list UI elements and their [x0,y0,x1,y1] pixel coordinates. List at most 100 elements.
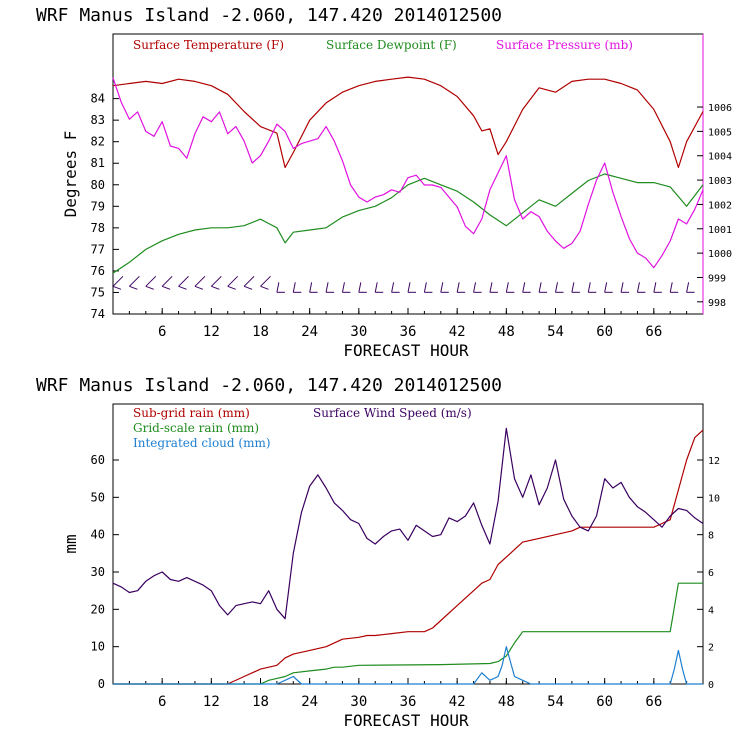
y-tick-label: 74 [91,307,105,321]
y2-tick-label: 1006 [708,103,732,114]
x-tick-label: 60 [596,694,613,710]
wind-barb [292,282,296,293]
x-tick-label: 12 [203,694,220,710]
y2-tick-label: 1005 [708,127,732,138]
y2-tick-label: 999 [708,273,726,284]
wind-barb-shaft [260,285,269,290]
wind-barb [112,275,124,287]
y2-tick-label: 1003 [708,176,732,187]
wind-barb [538,282,542,293]
x-tick-label: 54 [547,694,564,710]
y-tick-label: 10 [91,640,105,654]
y2-tick-label: 2 [708,643,714,654]
wind-barb [129,275,140,287]
x-tick-label: 54 [547,324,564,340]
wind-barb [145,275,157,287]
y2-tick-label: 8 [708,531,714,542]
wind-barb [587,282,591,293]
x-tick-label: 66 [645,324,662,340]
y-axis-label: Degrees F [61,131,80,218]
legend-dewpoint: Surface Dewpoint (F) [326,38,457,52]
panel-title: WRF Manus Island -2.060, 147.420 2014012… [36,375,502,396]
wind-barb [653,282,657,293]
surface-wind-speed-line [112,427,704,620]
y-tick-label: 0 [98,677,105,691]
legend-gridscale-rain: Grid-scale rain (mm) [133,421,259,435]
wind-barb [423,282,427,293]
y-tick-label: 81 [91,156,105,170]
panel-title: WRF Manus Island -2.060, 147.420 2014012… [36,5,502,26]
axis-ticks: 6 12 18 24 30 36 42 48 54 60 660102030405060024681… [91,453,721,710]
wind-barb [555,282,558,293]
y-tick-label: 40 [91,528,105,542]
wind-barb [407,282,411,293]
y2-tick-label: 1000 [708,249,732,260]
temperature-pressure-panel: WRF Manus Island -2.060, 147.420 2014012… [36,5,732,360]
rain-wind-panel: WRF Manus Island -2.060, 147.420 2014012… [36,375,720,730]
surface-dewpoint-line [112,173,704,274]
wind-barb-shaft [211,285,220,290]
y-tick-label: 20 [91,602,105,616]
y-axis-label: mm [61,534,80,553]
wind-barb [669,282,673,293]
y-tick-label: 80 [91,178,105,192]
wind-barb [571,282,575,293]
y2-tick-label: 0 [708,680,714,691]
x-tick-label: 42 [449,694,466,710]
x-tick-label: 6 [158,694,166,710]
y2-tick-label: 12 [708,456,720,467]
x-tick-label: 24 [301,324,318,340]
x-axis-label: FORECAST HOUR [343,711,469,730]
data-series [112,76,704,293]
wind-barb [309,282,313,293]
axis-ticks: 6 12 18 24 30 36 42 48 54 60 66 74 75 76 77 78 79 80 81 82 8… [91,92,733,340]
data-series [112,427,704,685]
y-tick-label: 30 [91,565,105,579]
wind-barb [636,282,640,293]
y-tick-label: 50 [91,490,105,504]
wind-barb [325,282,329,293]
x-tick-label: 30 [350,324,367,340]
y-tick-label: 77 [91,242,105,256]
integrated-cloud-line [113,646,703,685]
x-tick-label: 36 [400,324,417,340]
y-tick-label: 83 [91,113,105,127]
wind-barb-shaft [145,285,154,290]
wind-barb [358,282,362,293]
legend-temperature: Surface Temperature (F) [133,38,284,52]
wind-barb-shaft [194,285,204,290]
wind-barb-shaft [227,285,236,290]
plot-frame [112,33,704,315]
wind-barb [374,282,378,293]
wind-barb-shaft [112,285,122,290]
surface-temperature-line [112,76,704,169]
x-tick-label: 30 [350,694,367,710]
wind-barb [227,275,239,287]
y-tick-label: 82 [91,135,105,149]
x-tick-label: 18 [252,324,269,340]
wind-barb [210,275,222,287]
wind-barb-shaft [161,285,171,290]
x-tick-label: 66 [645,694,662,710]
x-tick-label: 48 [498,694,515,710]
y-tick-label: 78 [91,221,105,235]
x-tick-label: 24 [301,694,318,710]
x-tick-label: 42 [449,324,466,340]
legend-wind-speed: Surface Wind Speed (m/s) [313,406,472,420]
wind-barb [522,282,526,293]
y2-tick-label: 10 [708,493,720,504]
x-tick-label: 12 [203,324,220,340]
y-tick-label: 75 [91,285,105,299]
x-tick-label: 48 [498,324,515,340]
wind-barb [686,282,690,293]
wind-barb [161,275,173,287]
wind-barb [456,282,460,293]
x-tick-label: 60 [596,324,613,340]
wind-barb [243,275,255,287]
wind-barb [276,282,280,293]
y2-tick-label: 1004 [708,152,732,163]
wind-barb [341,282,345,293]
y-tick-label: 79 [91,199,105,213]
y2-tick-label: 1001 [708,225,732,236]
